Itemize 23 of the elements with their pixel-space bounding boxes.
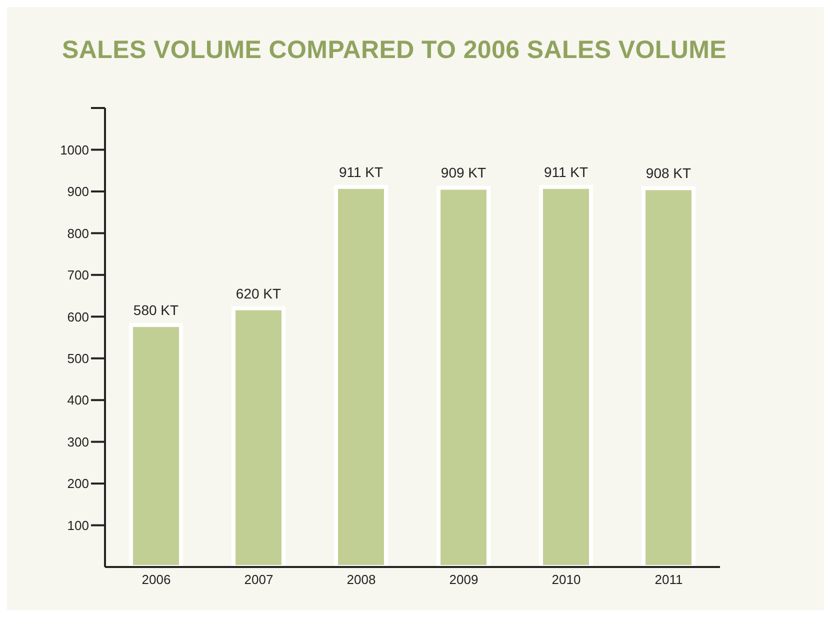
y-tick-label: 200 (67, 476, 89, 492)
y-tick-label: 700 (67, 268, 89, 283)
x-tick-label: 2011 (654, 572, 683, 588)
data-label: 908 KT (646, 165, 692, 182)
data-label: 580 KT (133, 302, 180, 318)
data-label: 911 KT (544, 164, 588, 180)
x-tick-label: 2009 (449, 572, 478, 588)
x-tick-label: 2010 (552, 572, 581, 588)
y-tick-label: 300 (67, 434, 89, 450)
data-label: 909 KT (440, 164, 487, 181)
y-tick-label: 900 (67, 184, 89, 200)
y-tick-label: 800 (67, 226, 89, 241)
x-tick-label: 2008 (346, 572, 376, 588)
data-label: 911 KT (338, 164, 384, 180)
y-tick-label: 500 (67, 350, 89, 366)
y-tick-label: 1000 (60, 142, 89, 158)
x-tick-label: 2006 (142, 572, 171, 588)
data-label: 620 KT (236, 285, 282, 302)
y-tick-label: 400 (67, 392, 89, 408)
y-tick-label: 600 (67, 309, 89, 324)
x-tick-label: 2007 (244, 572, 274, 588)
y-tick-label: 100 (67, 518, 89, 533)
chart-title: SALES VOLUME COMPARED TO 2006 SALES VOLUME (62, 36, 727, 65)
